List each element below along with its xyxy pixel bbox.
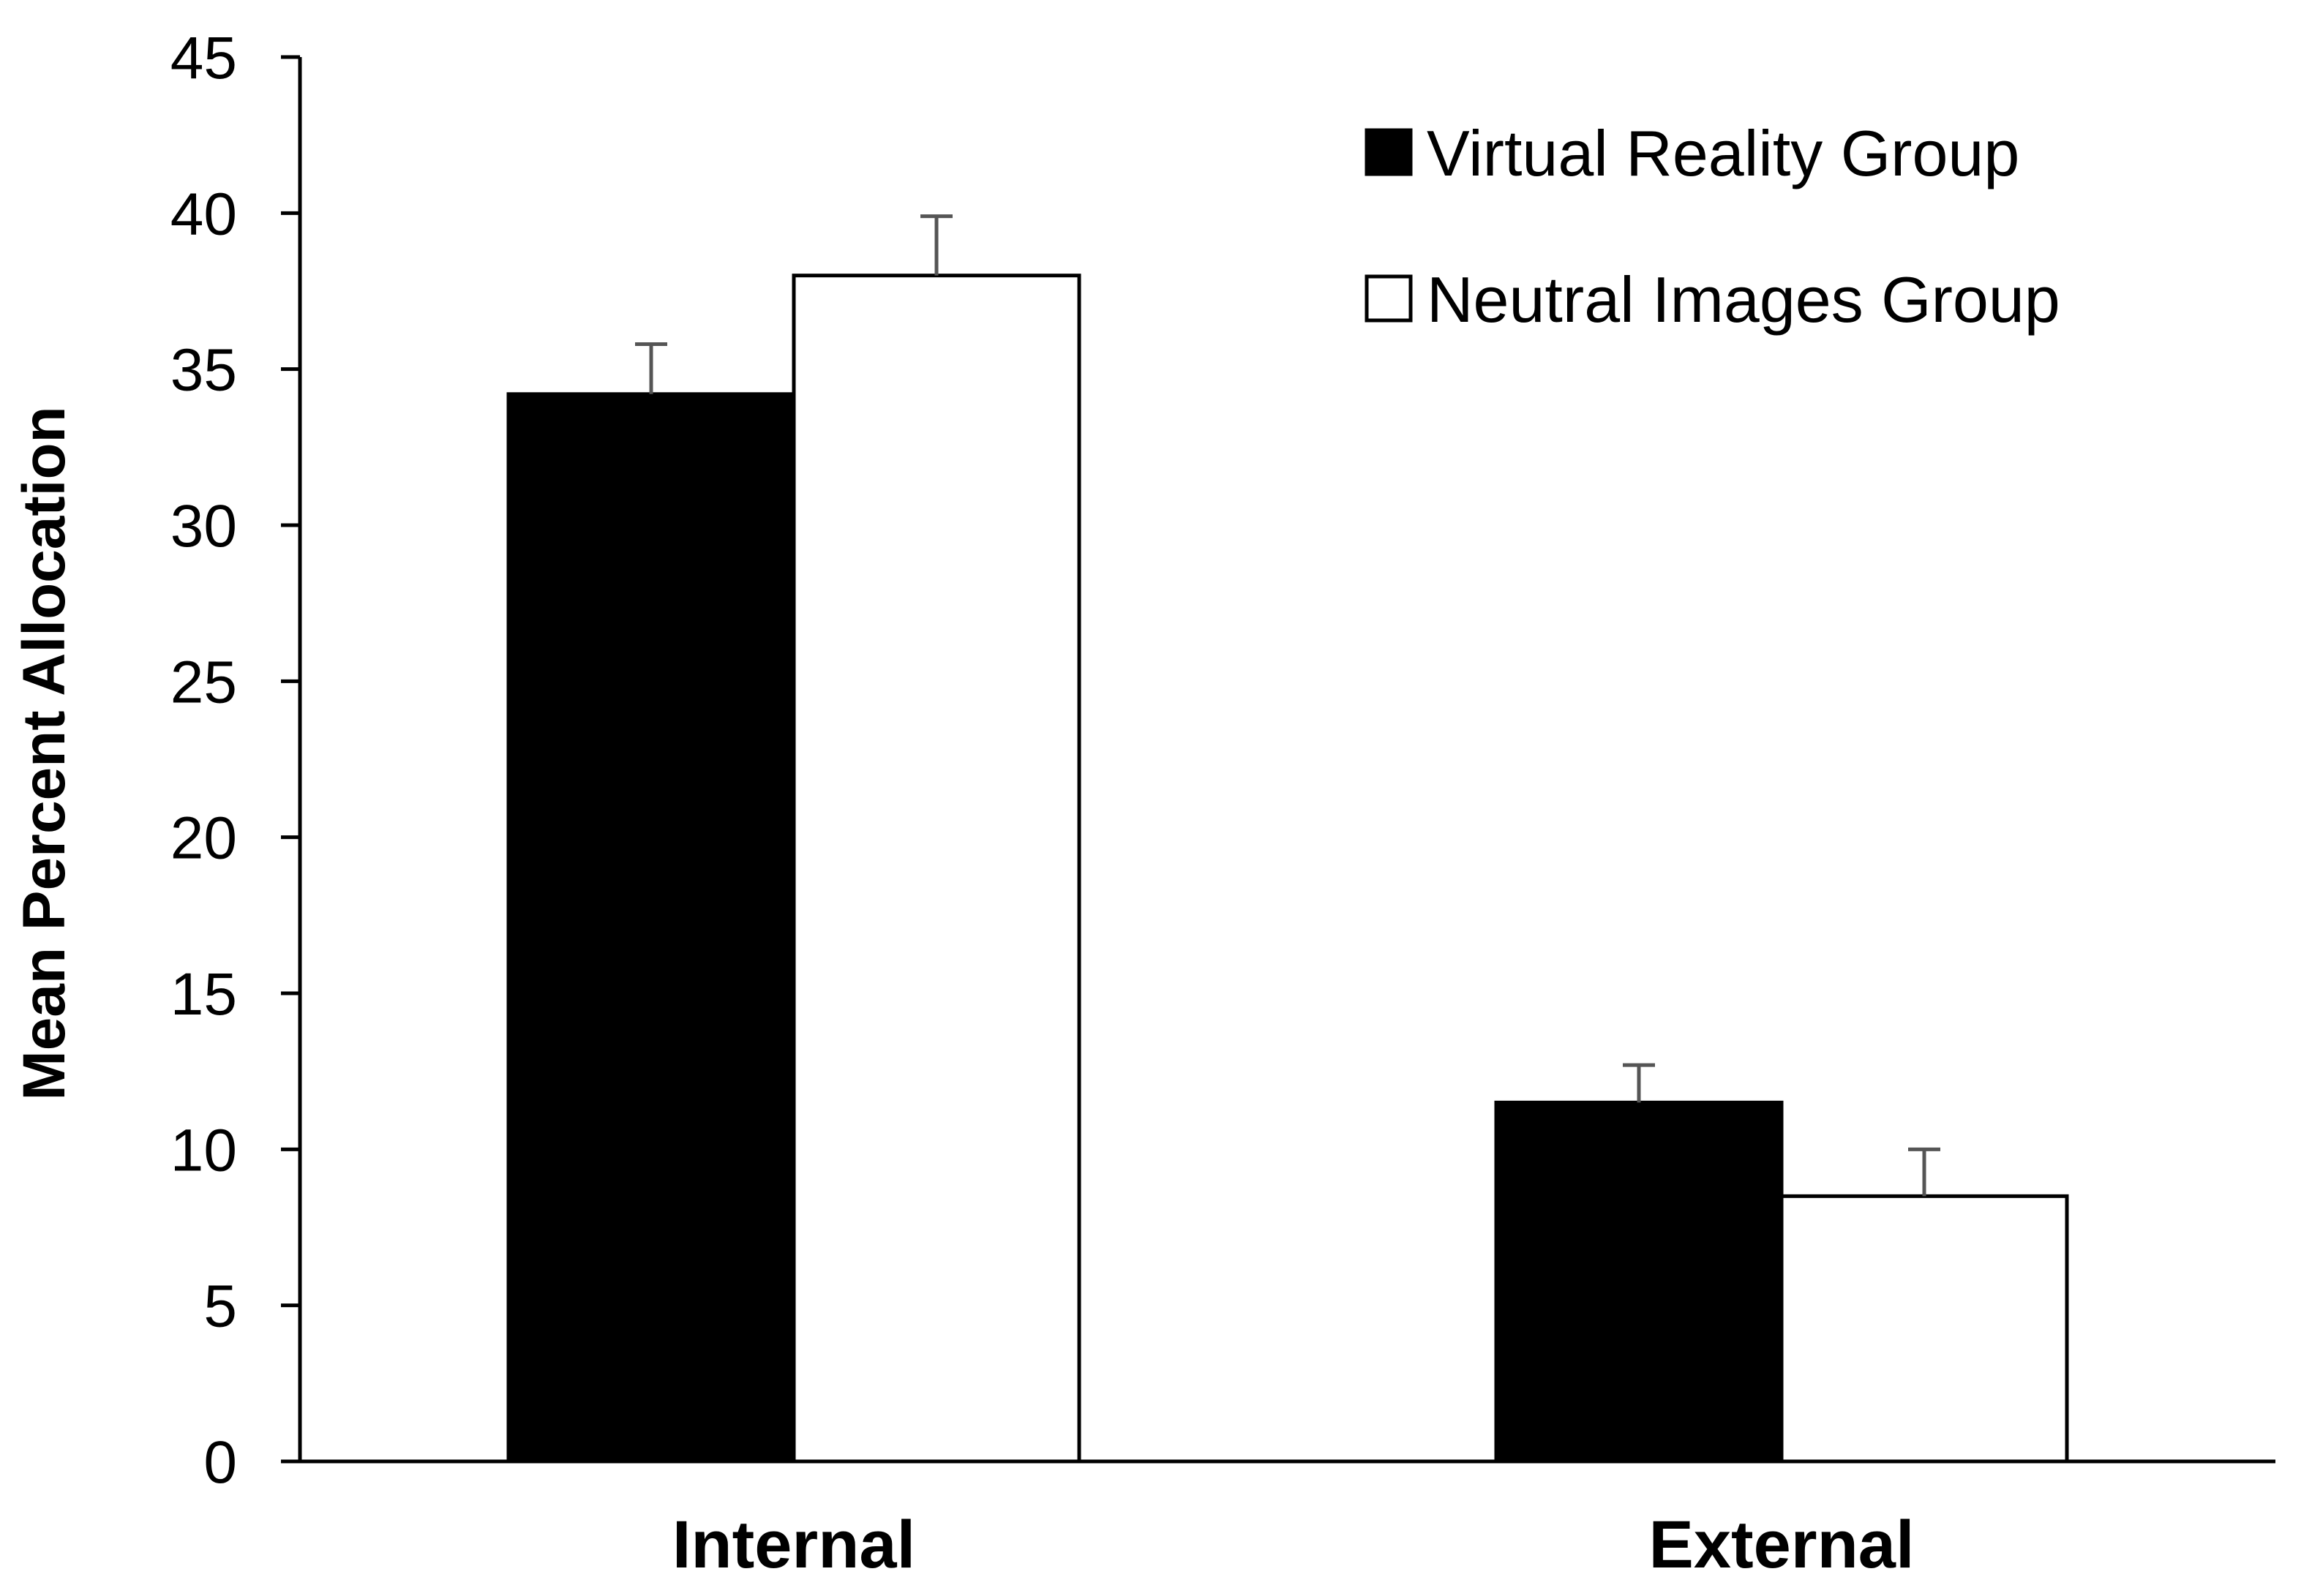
y-tick-label: 40 (170, 181, 237, 247)
x-category-label: Internal (672, 1507, 915, 1582)
y-axis-title: Mean Percent Allocation (11, 406, 78, 1100)
bar (1494, 1100, 1784, 1464)
bar (1779, 1194, 2069, 1464)
bar (792, 274, 1081, 1464)
legend-swatch (1365, 128, 1413, 176)
y-axis: 0 5 10 15 20 25 30 35 40 45 (170, 25, 302, 1496)
y-tick-label: 45 (170, 25, 237, 91)
y-tick-label: 5 (203, 1273, 237, 1340)
y-tick-label: 25 (170, 649, 237, 715)
y-tick-label: 0 (203, 1429, 237, 1496)
legend: Virtual Reality Group Neutral Images Grou… (1365, 117, 2060, 336)
y-tick-label: 35 (170, 337, 237, 404)
bar (506, 392, 796, 1464)
legend-swatch (1365, 274, 1413, 323)
legend-label: Virtual Reality Group (1427, 117, 2019, 189)
x-axis: Internal External (300, 1459, 2275, 1582)
y-tick-label: 30 (170, 493, 237, 560)
x-category-label: External (1648, 1507, 1914, 1582)
y-tick-label: 20 (170, 805, 237, 872)
error-bars (635, 214, 1940, 1197)
bars (506, 274, 2069, 1464)
y-tick-label: 15 (170, 961, 237, 1028)
y-tick-label: 10 (170, 1117, 237, 1183)
legend-label: Neutral Images Group (1427, 263, 2060, 336)
